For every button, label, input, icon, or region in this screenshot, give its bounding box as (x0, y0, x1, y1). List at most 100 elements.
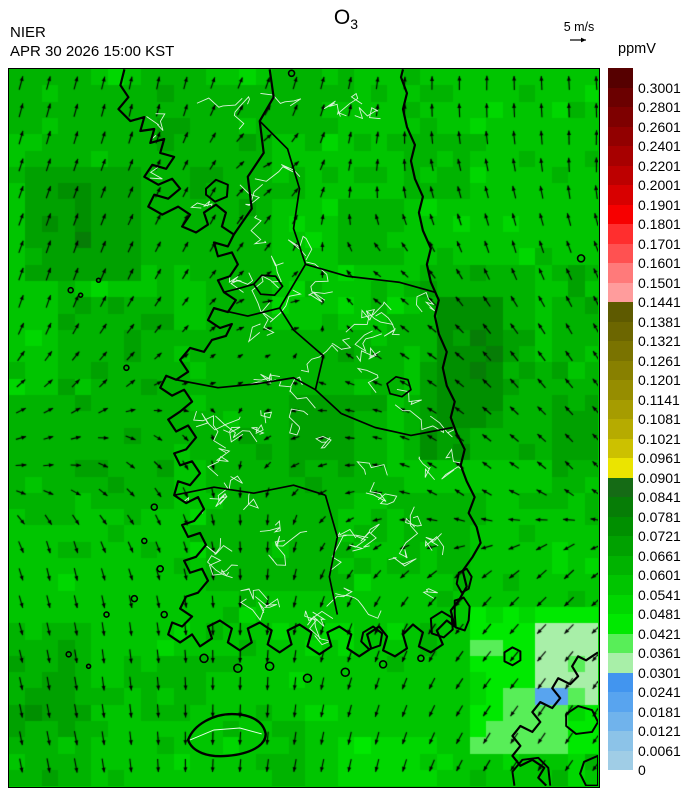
jeju-road (189, 727, 262, 741)
county-line (253, 373, 277, 382)
colorbar-tick-label: 0.0901 (638, 469, 681, 486)
wind-speed-legend: 5 m/s (556, 20, 602, 45)
species-subscript: 3 (350, 16, 359, 33)
province-borders (173, 120, 453, 615)
county-line (425, 533, 442, 547)
colorbar-segment (608, 126, 633, 146)
islet (65, 651, 72, 658)
islet (264, 661, 275, 672)
county-line (388, 557, 417, 567)
colorbar-segment (608, 380, 633, 400)
county-line (329, 534, 369, 572)
species-symbol: O (333, 6, 351, 29)
county-line (268, 544, 287, 566)
islet (130, 594, 139, 603)
colorbar-tick-label: 0.3001 (638, 79, 681, 96)
county-line (146, 113, 166, 131)
colorbar-segment (608, 224, 633, 244)
colorbar-tick-label: 0.0061 (638, 742, 681, 759)
county-line (422, 588, 438, 599)
islet (233, 663, 243, 674)
county-line (301, 344, 339, 373)
county-line (278, 376, 303, 388)
county-line (356, 346, 381, 363)
colorbar-tick-label: 0.1701 (638, 235, 681, 252)
colorbar-segment (608, 458, 633, 478)
colorbar-tick-label: 0.1321 (638, 333, 681, 349)
tsushima-island (455, 567, 473, 594)
colorbar-segment (608, 360, 633, 380)
colorbar-segment (608, 653, 633, 673)
coastline-korea (117, 69, 482, 658)
county-line (193, 410, 227, 449)
colorbar-tick-label: 0.2201 (638, 157, 681, 174)
colorbar-tick-label: 0.2601 (638, 118, 681, 135)
county-line (441, 289, 462, 313)
county-line (260, 92, 302, 107)
colorbar-tick-label: 0.0541 (638, 586, 681, 603)
county-line (415, 291, 435, 313)
colorbar-segment (608, 575, 633, 595)
county-line (349, 535, 367, 552)
colorbar-segment (608, 107, 633, 127)
colorbar-segment (608, 185, 633, 205)
colorbar-tick-label: 0.0841 (638, 489, 681, 505)
county-line (398, 506, 419, 559)
county-line (356, 461, 388, 476)
kyushu-coast (511, 651, 598, 786)
county-line (377, 493, 398, 505)
colorbar-tick-label: 0.2001 (638, 177, 681, 193)
colorbar-segment (608, 321, 633, 341)
colorbar-tick-label: 0.0421 (638, 625, 681, 642)
colorbar-tick-label: 0.1801 (638, 216, 681, 232)
colorbar-tick-label: 0.1901 (638, 196, 681, 213)
dmz-border (232, 69, 275, 236)
colorbar-tick-label: 0.0721 (638, 528, 681, 544)
colorbar-segment (608, 419, 633, 439)
county-line (221, 564, 238, 577)
islet (340, 667, 351, 678)
colorbar-tick-label: 0.1381 (638, 313, 681, 330)
colorbar-segment (608, 282, 633, 302)
colorbar-segment (608, 555, 633, 575)
county-line (260, 310, 275, 336)
colorbar-tick-label: 0 (638, 762, 646, 778)
county-line (323, 100, 347, 117)
agency-label: NIER (10, 24, 46, 41)
county-line (247, 323, 261, 343)
colorbar-tick-label: 0.2801 (638, 99, 681, 115)
county-line (335, 593, 382, 619)
county-line (190, 200, 213, 213)
colorbar-tick-label: 0.0361 (638, 645, 681, 661)
county-line (203, 538, 233, 555)
colorbar-segment (608, 165, 633, 185)
colorbar-tick-label: 0.1501 (638, 274, 681, 291)
county-line (424, 536, 445, 556)
county-line (239, 184, 264, 206)
colorbar-tick-label: 0.0241 (638, 684, 681, 700)
county-line (331, 337, 352, 351)
county-line (289, 386, 316, 409)
county-line (435, 312, 473, 336)
county-line (418, 456, 435, 481)
islet (199, 653, 209, 664)
colorbar-segment (608, 438, 633, 458)
colorbar-tick-label: 0.0661 (638, 547, 681, 564)
colorbar-tick-label: 0.1261 (638, 352, 681, 369)
colorbar-tick-label: 0.2401 (638, 138, 681, 154)
colorbar-unit-label: ppmV (618, 41, 656, 57)
islet (287, 69, 296, 78)
islet (141, 537, 148, 545)
colorbar-segment (608, 536, 633, 556)
county-line (445, 448, 465, 465)
colorbar-tick-label: 0.0781 (638, 508, 681, 525)
county-line (199, 230, 213, 247)
islet (103, 611, 110, 618)
county-line (223, 426, 244, 443)
county-line (336, 92, 363, 117)
colorbar-segment (608, 594, 633, 614)
colorbar-tick-label: 0.0601 (638, 567, 681, 583)
reference-arrow-icon (570, 37, 586, 43)
county-line (259, 520, 281, 533)
